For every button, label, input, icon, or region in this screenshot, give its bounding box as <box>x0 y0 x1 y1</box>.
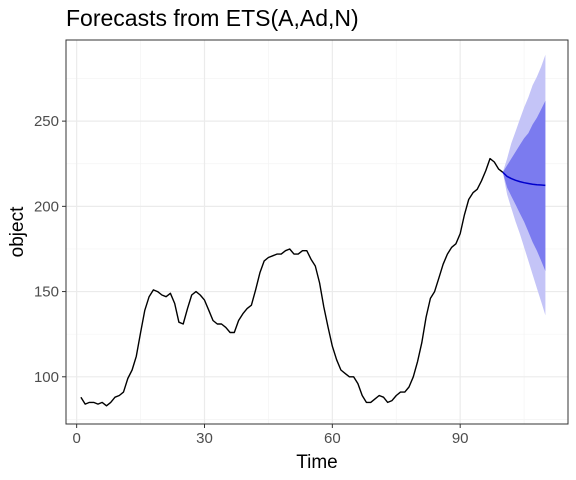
y-tick-label: 100 <box>34 369 59 386</box>
y-axis-title: object <box>7 206 28 257</box>
x-axis-title: Time <box>296 452 338 473</box>
x-tick-label: 60 <box>324 430 341 447</box>
panel-border <box>65 39 569 425</box>
y-tick-label: 150 <box>34 284 59 301</box>
series-lines <box>80 157 546 407</box>
observed-series-line <box>80 157 504 407</box>
y-tick-label: 250 <box>34 113 59 130</box>
y-tick-label: 200 <box>34 198 59 215</box>
forecast-mean-line <box>502 171 546 187</box>
x-axis-ticks: 0 30 60 90 <box>72 424 469 447</box>
prediction-intervals <box>502 54 546 316</box>
minor-gridlines <box>66 40 568 424</box>
plot-panel <box>66 40 568 424</box>
chart-title: Forecasts from ETS(A,Ad,N) <box>66 5 359 31</box>
y-axis-ticks: 100 150 200 250 <box>34 113 66 386</box>
x-tick-label: 30 <box>196 430 213 447</box>
pi80-band <box>502 100 546 272</box>
x-tick-label: 90 <box>452 430 469 447</box>
x-tick-label: 0 <box>72 430 80 447</box>
